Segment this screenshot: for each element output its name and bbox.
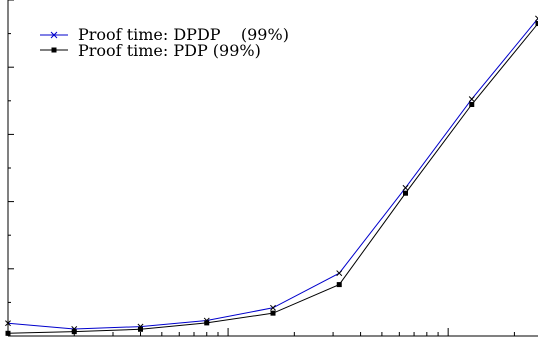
data-point-pdp xyxy=(337,282,342,287)
series-line-dpdp xyxy=(8,18,538,328)
data-point-dpdp xyxy=(469,97,474,102)
legend: Proof time: DPDP (99%) Proof time: PDP (… xyxy=(40,25,289,60)
series-line-pdp xyxy=(8,24,538,334)
data-point-pdp xyxy=(204,320,209,325)
data-point-pdp xyxy=(6,331,11,336)
data-point-pdp xyxy=(271,311,276,316)
data-point-dpdp xyxy=(403,185,408,190)
legend-label-pdp: Proof time: PDP (99%) xyxy=(78,41,261,60)
data-point-dpdp xyxy=(337,271,342,276)
data-point-pdp xyxy=(138,327,143,332)
legend-marker-pdp xyxy=(52,48,57,53)
series-layer xyxy=(5,16,538,336)
data-point-pdp xyxy=(469,102,474,107)
data-point-pdp xyxy=(72,329,77,334)
data-point-pdp xyxy=(403,191,408,196)
